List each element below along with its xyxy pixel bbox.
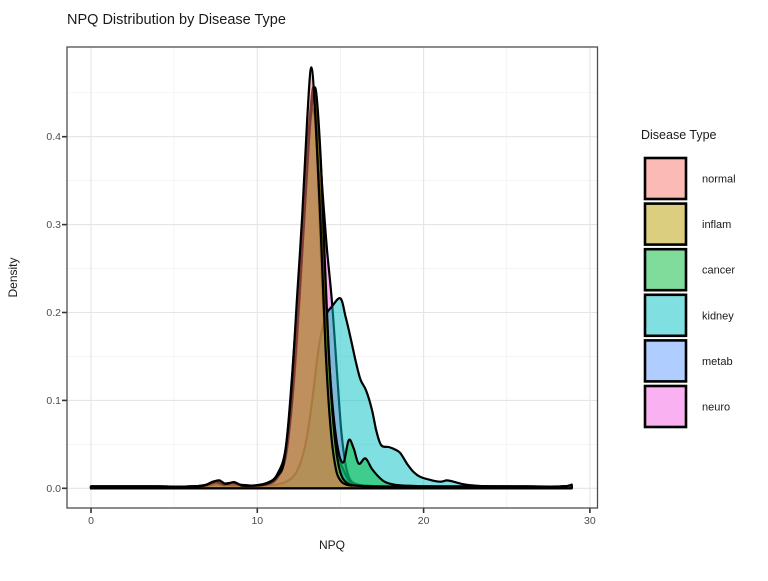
y-tick-label-0.4: 0.4: [46, 131, 61, 143]
y-tick-label-0.2: 0.2: [46, 307, 61, 319]
legend-item-normal: normal: [643, 156, 736, 201]
legend-label-kidney: kidney: [702, 310, 734, 322]
axis-ticks: [62, 135, 591, 513]
x-tick-label-10: 10: [251, 515, 263, 527]
legend-label-normal: normal: [702, 174, 736, 186]
y-tick-label-0.1: 0.1: [46, 395, 61, 407]
legend-item-inflam: inflam: [643, 202, 731, 246]
legend-label-cancer: cancer: [702, 265, 735, 277]
x-tick-label-30: 30: [584, 515, 596, 527]
legend-item-neuro: neuro: [643, 384, 730, 429]
x-tick-label-20: 20: [418, 515, 430, 527]
x-axis-tick-labels: 0 10 20 30: [88, 515, 596, 527]
legend-swatch-kidney: [643, 293, 688, 338]
y-tick-label-0.0: 0.0: [46, 483, 61, 495]
legend-label-neuro: neuro: [702, 402, 730, 414]
x-tick-label-0: 0: [88, 515, 94, 527]
legend-item-kidney: kidney: [643, 293, 734, 338]
legend-swatch-neuro: [643, 384, 688, 429]
legend-title: Disease Type: [641, 128, 717, 142]
legend-item-cancer: cancer: [643, 247, 735, 292]
density-curve-normal: [89, 66, 573, 490]
panel-border: [66, 46, 599, 509]
legend-label-metab: metab: [702, 356, 733, 368]
legend-swatch-metab: [643, 339, 688, 383]
legend-swatch-normal: [643, 156, 688, 201]
legend: Disease Type normal inflam cancer kidney…: [641, 128, 736, 429]
plot-title: NPQ Distribution by Disease Type: [67, 12, 286, 28]
y-axis-title: Density: [6, 257, 20, 297]
x-axis-title: NPQ: [319, 538, 345, 552]
legend-swatch-inflam: [643, 202, 688, 246]
legend-label-inflam: inflam: [702, 219, 731, 231]
y-axis-tick-labels: 0.0 0.1 0.2 0.3 0.4: [46, 131, 61, 495]
legend-swatch-cancer: [643, 247, 688, 292]
density-curves: [89, 66, 573, 490]
y-tick-label-0.3: 0.3: [46, 219, 61, 231]
legend-item-metab: metab: [643, 339, 733, 383]
